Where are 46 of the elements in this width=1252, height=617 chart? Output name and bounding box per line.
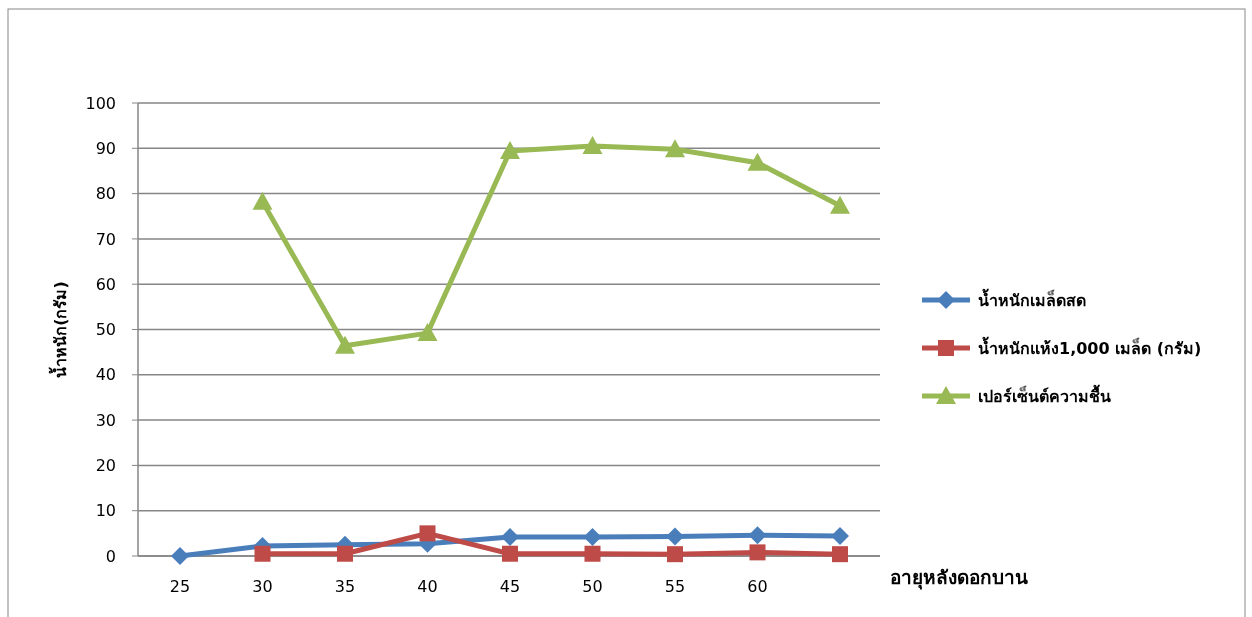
x-tick-label: 40: [417, 577, 438, 596]
point: [748, 526, 767, 545]
y-tick-label: 100: [85, 93, 116, 113]
point: [337, 545, 353, 562]
legend-label: เปอร์เซ็นต์ความชื้น: [978, 383, 1111, 406]
point: [830, 195, 850, 214]
point: [502, 545, 518, 562]
point: [667, 546, 683, 563]
point: [500, 141, 520, 160]
point: [666, 527, 684, 546]
x-tick-label: 35: [334, 577, 356, 596]
point: [665, 139, 685, 158]
y-tick-label: 70: [95, 229, 116, 249]
x-tick-label: 30: [252, 577, 273, 596]
point: [832, 546, 848, 563]
y-tick-label: 10: [95, 501, 116, 521]
x-tick-label: 25: [169, 577, 191, 596]
y-tick-label: 20: [95, 456, 116, 475]
point: [252, 191, 273, 210]
y-tick-label: 60: [95, 274, 116, 294]
y-tick-label: 0: [105, 546, 116, 566]
y-tick-label: 40: [95, 365, 116, 385]
legend-label: น้ำหนักแห้ง1,000 เมล็ด (กรัม): [978, 335, 1202, 358]
x-tick-label: 60: [747, 577, 768, 596]
y-tick-label: 30: [95, 410, 116, 430]
point: [254, 545, 271, 562]
point: [335, 335, 355, 354]
point: [171, 547, 189, 565]
y-tick-label: 90: [95, 138, 116, 158]
y-axis-title: น้ำหนัก(กรัม): [48, 281, 70, 378]
point: [583, 527, 602, 546]
x-tick-label: 50: [582, 577, 603, 596]
x-axis-title: อายุหลังดอกบาน: [890, 566, 1028, 590]
x-tick-label: 45: [499, 577, 521, 596]
point: [582, 136, 603, 155]
point: [584, 545, 601, 562]
point: [501, 527, 519, 546]
legend-label: น้ำหนักเมล็ดสด: [978, 287, 1086, 310]
point: [749, 544, 766, 561]
y-tick-label: 50: [95, 320, 116, 340]
y-tick-label: 80: [95, 184, 116, 204]
point: [747, 152, 768, 171]
point: [417, 323, 438, 342]
point: [419, 525, 436, 542]
x-tick-label: 55: [664, 577, 686, 596]
point: [831, 527, 849, 546]
